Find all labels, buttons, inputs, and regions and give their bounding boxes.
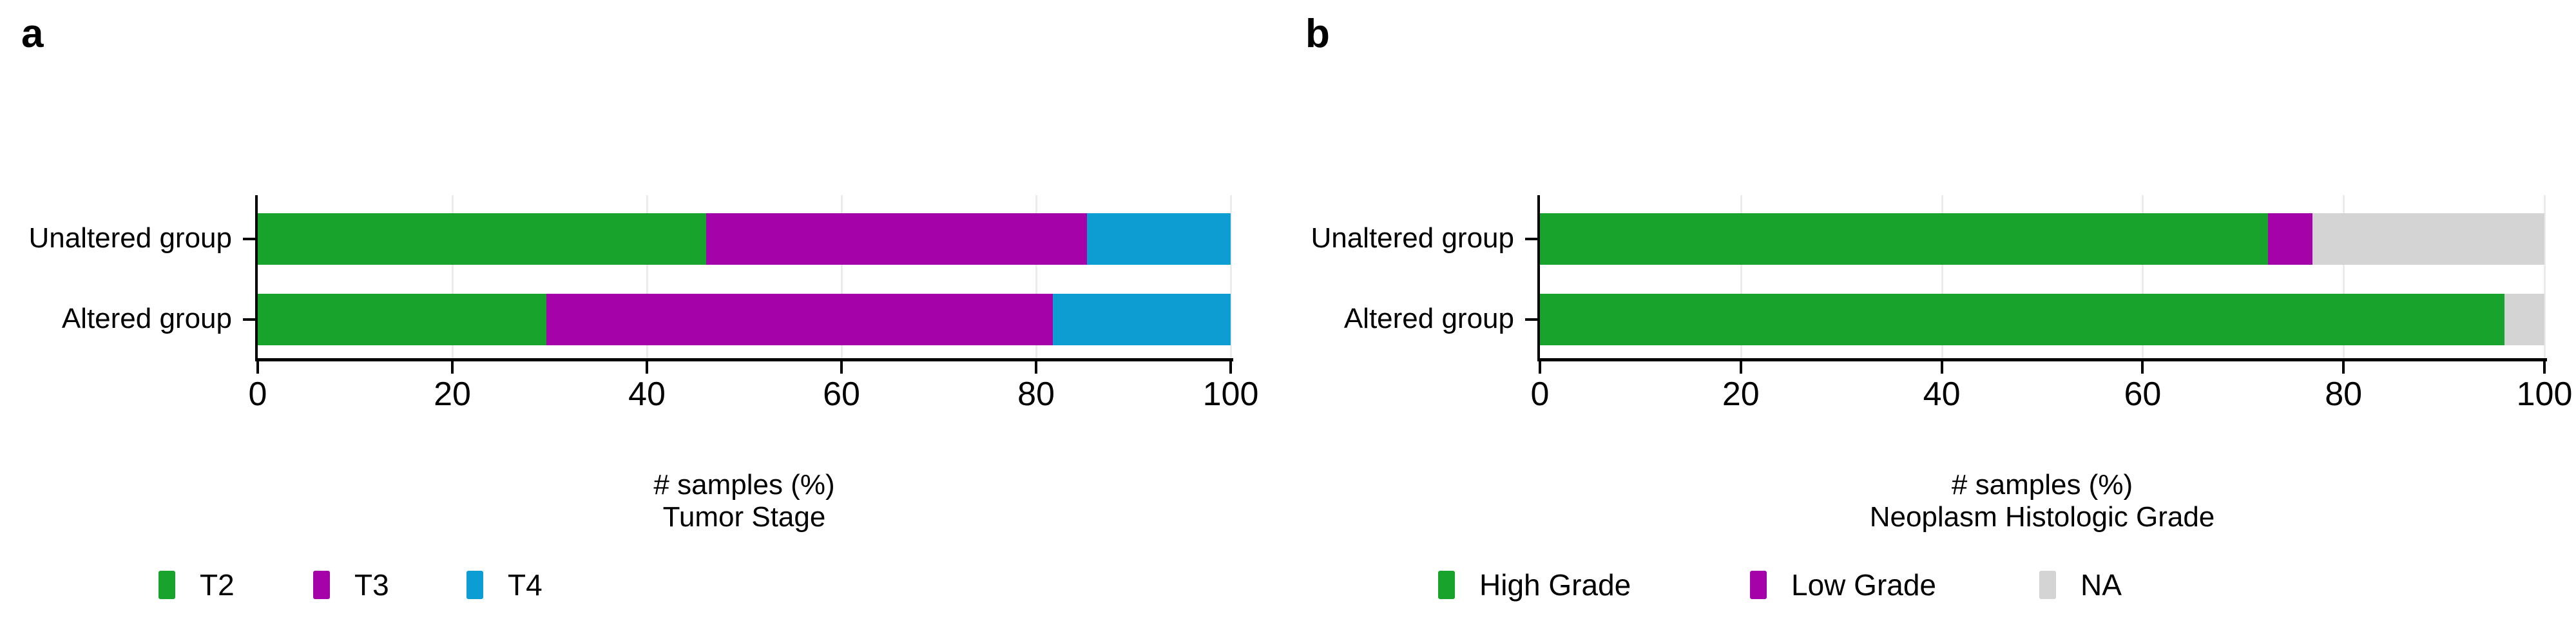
bar-segment-t4[interactable] xyxy=(1086,213,1231,265)
category-label: Unaltered group xyxy=(1311,222,1514,254)
panel-label: b xyxy=(1305,12,1330,56)
gridline xyxy=(1740,195,1742,358)
y-tick xyxy=(1525,318,1537,321)
gridline xyxy=(2343,195,2345,358)
x-tick xyxy=(646,361,648,374)
bar-row xyxy=(258,294,1231,345)
y-axis-line xyxy=(1537,195,1540,361)
gridline xyxy=(2544,195,2546,358)
y-tick xyxy=(243,238,255,240)
legend-label: T3 xyxy=(354,568,389,602)
legend-swatch-low-grade xyxy=(1750,571,1767,599)
bar-segment-na[interactable] xyxy=(2312,213,2544,265)
x-tick xyxy=(2543,361,2546,374)
bar-row xyxy=(1540,213,2544,265)
y-tick xyxy=(1525,238,1537,240)
x-tick-label: 100 xyxy=(2516,376,2573,413)
x-tick-label: 40 xyxy=(628,376,666,413)
x-tick-label: 0 xyxy=(248,376,267,413)
x-axis-title-line2: Neoplasm Histologic Grade xyxy=(1869,501,2215,533)
bar-segment-t4[interactable] xyxy=(1052,294,1231,345)
legend-label: Low Grade xyxy=(1791,568,1937,602)
bar-segment-t2[interactable] xyxy=(258,213,707,265)
bar-row xyxy=(1540,294,2544,345)
legend-label: High Grade xyxy=(1479,568,1631,602)
gridline xyxy=(841,195,843,358)
gridline xyxy=(1035,195,1037,358)
legend-label: T4 xyxy=(508,568,543,602)
bar-segment-t3[interactable] xyxy=(546,294,1053,345)
x-axis-line xyxy=(1537,358,2547,361)
y-axis-line xyxy=(255,195,258,361)
x-tick xyxy=(1035,361,1037,374)
panel-label: a xyxy=(21,12,44,56)
bar-segment-t3[interactable] xyxy=(706,213,1087,265)
bar-segment-high-grade[interactable] xyxy=(1540,213,2269,265)
x-axis-title-line1: # samples (%) xyxy=(653,469,835,501)
x-axis-line xyxy=(255,358,1233,361)
category-label: Altered group xyxy=(1343,303,1514,334)
x-tick-label: 60 xyxy=(2124,376,2162,413)
x-tick-label: 40 xyxy=(1923,376,1961,413)
x-tick xyxy=(256,361,259,374)
x-tick xyxy=(1229,361,1232,374)
category-label: Unaltered group xyxy=(28,222,232,254)
x-tick-label: 100 xyxy=(1202,376,1259,413)
legend-label: T2 xyxy=(200,568,235,602)
bar-segment-high-grade[interactable] xyxy=(1540,294,2504,345)
gridline xyxy=(1941,195,1943,358)
x-tick-label: 80 xyxy=(2325,376,2363,413)
legend-swatch-na xyxy=(2039,571,2056,599)
gridline xyxy=(646,195,648,358)
x-tick-label: 0 xyxy=(1530,376,1550,413)
x-axis-title-line1: # samples (%) xyxy=(1951,469,2133,501)
bar-segment-na[interactable] xyxy=(2504,294,2544,345)
x-tick-label: 80 xyxy=(1017,376,1055,413)
legend-swatch-high-grade xyxy=(1438,571,1455,599)
bar-segment-t2[interactable] xyxy=(258,294,547,345)
x-tick xyxy=(2141,361,2144,374)
x-tick xyxy=(840,361,843,374)
gridline xyxy=(1230,195,1232,358)
y-tick xyxy=(243,318,255,321)
legend-swatch-t2 xyxy=(159,571,175,599)
x-tick xyxy=(1539,361,1541,374)
category-label: Altered group xyxy=(61,303,232,334)
x-tick-label: 20 xyxy=(434,376,471,413)
bar-segment-low-grade[interactable] xyxy=(2268,213,2312,265)
gridline xyxy=(452,195,454,358)
legend-swatch-t4 xyxy=(466,571,483,599)
x-tick-label: 20 xyxy=(1722,376,1760,413)
x-tick xyxy=(1739,361,1742,374)
legend-label: NA xyxy=(2081,568,2122,602)
x-tick xyxy=(2342,361,2345,374)
legend-swatch-t3 xyxy=(313,571,330,599)
gridline xyxy=(2142,195,2144,358)
bar-row xyxy=(258,213,1231,265)
x-axis-title-line2: Tumor Stage xyxy=(662,501,826,533)
x-tick xyxy=(1940,361,1943,374)
x-tick-label: 60 xyxy=(823,376,860,413)
x-tick xyxy=(451,361,454,374)
